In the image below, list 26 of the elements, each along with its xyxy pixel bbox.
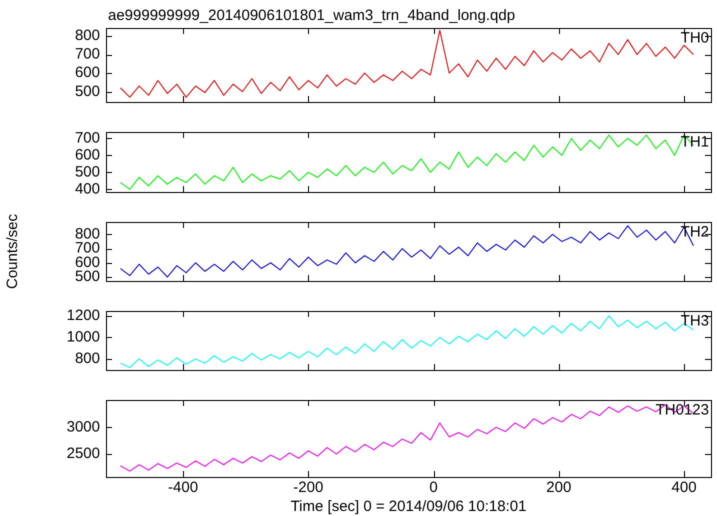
y-tick-label: 2500 [66, 445, 100, 462]
y-tick-label: 700 [74, 130, 100, 147]
x-tick-label: -400 [168, 479, 198, 496]
y-tick-label: 400 [74, 180, 100, 198]
y-tick-label: 600 [74, 146, 100, 164]
x-tick-label: -200 [293, 479, 324, 496]
series-label: TH1 [680, 134, 709, 151]
chart-title: ae999999999_20140906101801_wam3_trn_4band_long.qdp [108, 7, 516, 24]
y-tick-label: 800 [74, 350, 100, 368]
series-label: TH0123 [656, 402, 709, 419]
y-tick-label: 1000 [66, 328, 100, 346]
y-tick-label: 600 [74, 64, 100, 82]
y-tick-label: 3000 [66, 418, 100, 436]
y-tick-label: 800 [74, 27, 100, 44]
x-tick-label: 400 [672, 479, 697, 496]
y-tick-label: 500 [74, 268, 100, 286]
x-tick-label: 200 [546, 479, 572, 496]
y-tick-label: 700 [74, 46, 100, 63]
series-label: TH0 [680, 30, 709, 47]
series-label: TH3 [680, 312, 709, 330]
x-axis-title: Time [sec] 0 = 2014/09/06 10:18:01 [290, 498, 526, 516]
y-axis-title: Counts/sec [4, 213, 22, 290]
y-tick-label: 500 [74, 82, 100, 100]
y-tick-label: 1200 [66, 306, 100, 324]
x-tick-label: 0 [429, 479, 438, 496]
y-tick-label: 500 [74, 163, 100, 180]
